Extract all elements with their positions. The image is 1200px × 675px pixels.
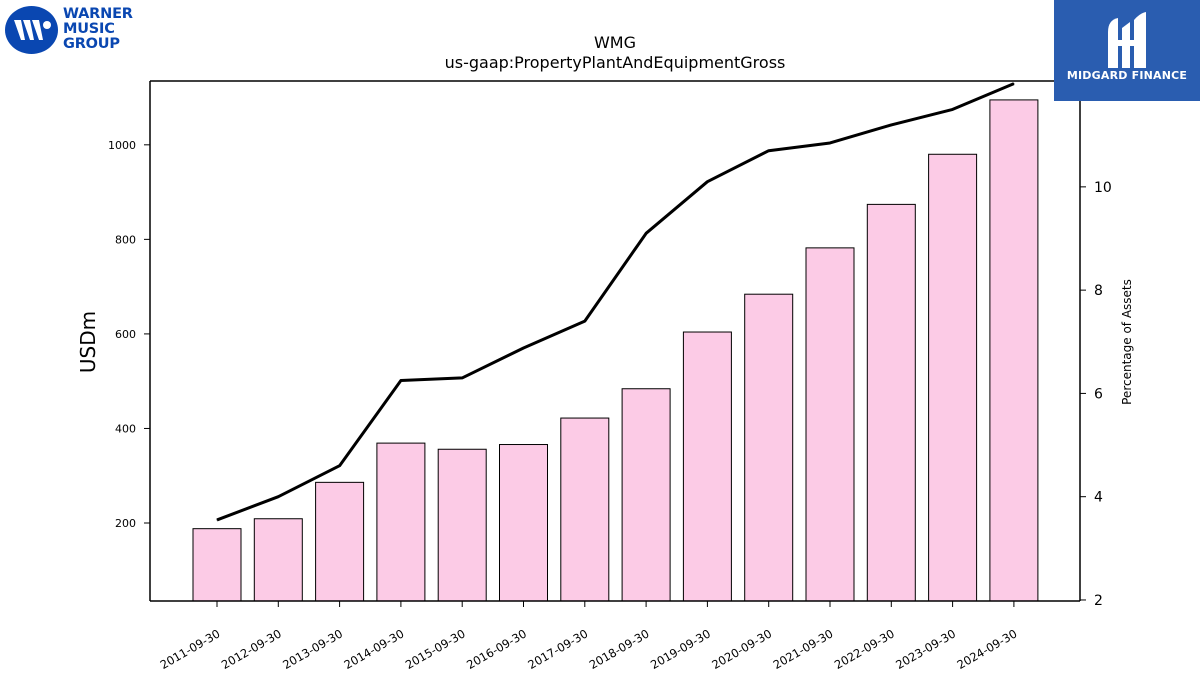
- bar: [560, 417, 610, 602]
- line-point: [461, 377, 463, 379]
- x-tick-label: 2019-09-30: [648, 626, 713, 672]
- line-point: [829, 142, 831, 144]
- y-tick-label: 400: [115, 422, 136, 435]
- line-point: [1013, 83, 1015, 85]
- x-tick-label: 2024-09-30: [955, 626, 1020, 672]
- x-tick-label: 2011-09-30: [158, 626, 223, 672]
- midgard-finance-logo: MIDGARD FINANCE: [1054, 0, 1200, 101]
- bar: [744, 293, 794, 602]
- bar: [989, 99, 1039, 602]
- bar: [805, 247, 855, 602]
- line-point: [216, 519, 218, 521]
- bar: [682, 331, 732, 602]
- line-point: [523, 347, 524, 349]
- x-tick-label: 2016-09-30: [464, 626, 529, 672]
- bar: [376, 442, 426, 602]
- y-tick-label: 1000: [108, 139, 136, 152]
- bar: [866, 203, 916, 602]
- bar: [621, 388, 671, 602]
- y2-tick-label: 2: [1094, 593, 1103, 609]
- chart-title: WMG: [594, 33, 636, 52]
- x-tick-label: 2018-09-30: [587, 626, 652, 672]
- y2-axis-label: Percentage of Assets: [1120, 279, 1134, 405]
- x-tick-label: 2017-09-30: [525, 626, 590, 672]
- y2-tick-label: 8: [1094, 283, 1103, 299]
- line-point: [706, 181, 708, 183]
- bar-series: [192, 99, 1039, 602]
- line-point: [890, 124, 892, 126]
- line-point: [339, 465, 341, 467]
- warner-music-group-logo: WARNER MUSIC GROUP: [5, 5, 145, 55]
- line-series: [216, 82, 1015, 522]
- x-tick-label: 2023-09-30: [893, 626, 958, 672]
- line-point: [584, 320, 586, 322]
- x-tick-label: 2013-09-30: [280, 626, 345, 672]
- x-tick-label: 2015-09-30: [403, 626, 468, 672]
- bar: [192, 528, 242, 602]
- logo-line-3: GROUP: [63, 36, 120, 52]
- line-point: [952, 108, 954, 110]
- chart-subtitle: us-gaap:PropertyPlantAndEquipmentGross: [445, 53, 786, 72]
- x-tick-label: 2014-09-30: [342, 626, 407, 672]
- x-tick-label: 2021-09-30: [771, 626, 836, 672]
- x-tick-label: 2012-09-30: [219, 626, 284, 672]
- line-point: [400, 380, 402, 382]
- bar: [315, 481, 365, 602]
- midgard-brand-text: MIDGARD FINANCE: [1066, 69, 1188, 82]
- y-axis-label: USDm: [76, 311, 100, 373]
- x-tick-label: 2020-09-30: [709, 626, 774, 672]
- midgard-emblem-icon: [1108, 12, 1146, 68]
- y-tick-label: 800: [115, 233, 136, 246]
- bar: [253, 518, 303, 602]
- line-point: [277, 496, 279, 498]
- bar: [499, 444, 548, 602]
- bar: [437, 448, 487, 602]
- y-tick-label: 600: [115, 328, 136, 341]
- y2-tick-label: 6: [1094, 386, 1103, 402]
- bar: [928, 153, 978, 602]
- line-point: [645, 232, 647, 234]
- y2-tick-label: 10: [1094, 180, 1112, 196]
- logo-line-2: MUSIC: [63, 21, 115, 37]
- line-point: [768, 150, 770, 152]
- y2-tick-label: 4: [1094, 490, 1103, 506]
- line-path: [216, 82, 1015, 522]
- logo-line-1: WARNER: [63, 6, 133, 22]
- wmg-emblem-icon: [5, 6, 58, 54]
- y-tick-label: 200: [115, 517, 136, 530]
- x-tick-label: 2022-09-30: [832, 626, 897, 672]
